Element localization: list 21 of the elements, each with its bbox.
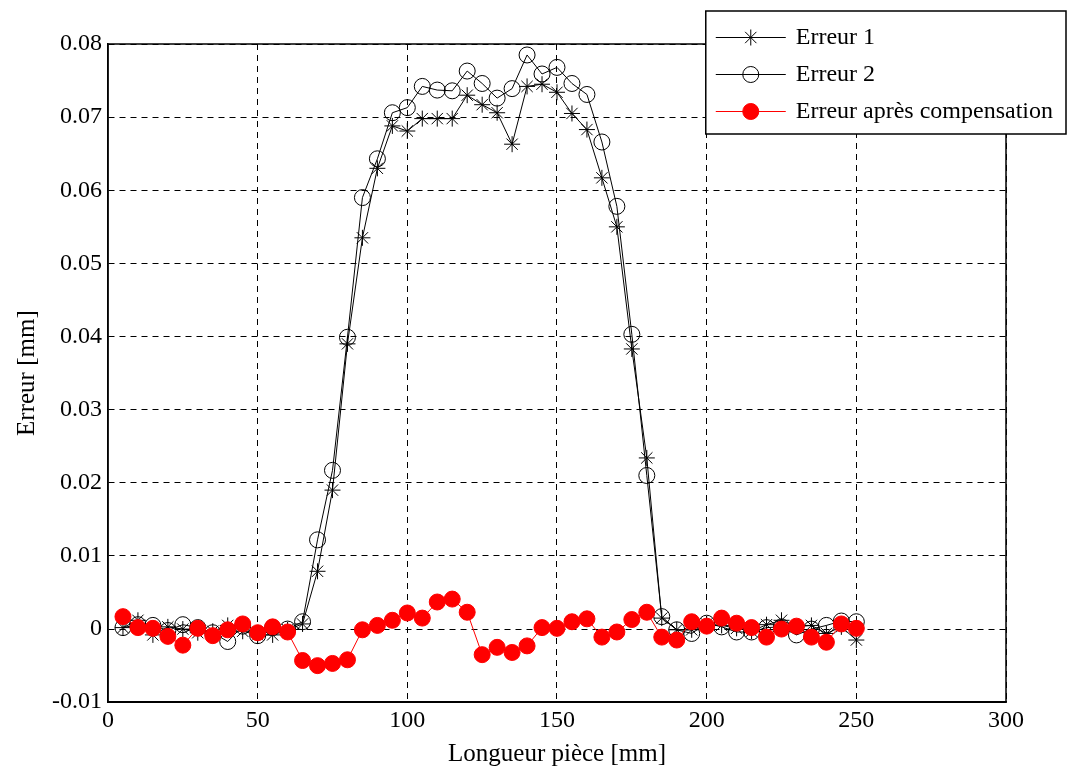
y-tick-label: -0.01 [51,687,102,714]
x-tick-label: 250 [838,705,875,732]
legend-label: Erreur après compensation [795,96,1054,123]
x-tick-label: 200 [688,705,725,732]
y-tick-label: 0.04 [59,321,102,348]
x-tick-label: 50 [245,705,270,732]
y-tick-label: 0.03 [59,394,102,421]
y-tick-label: 0.02 [59,468,102,495]
y-tick-label: 0.07 [59,102,102,129]
legend-label: Erreur 1 [795,22,876,49]
y-tick-label: 0.01 [59,541,102,568]
x-tick-label: 300 [988,705,1024,732]
y-tick-label: 0.06 [59,175,102,202]
legend-label: Erreur 2 [795,59,876,86]
y-tick-label: 0.08 [59,29,102,56]
y-tick-label: 0 [89,614,102,641]
x-tick-label: 150 [539,705,575,732]
x-axis-title: Longueur pièce [mm] [448,738,666,766]
y-tick-label: 0.05 [59,248,102,275]
y-axis-title: Erreur [mm] [11,310,39,436]
x-tick-label: 100 [389,705,426,732]
